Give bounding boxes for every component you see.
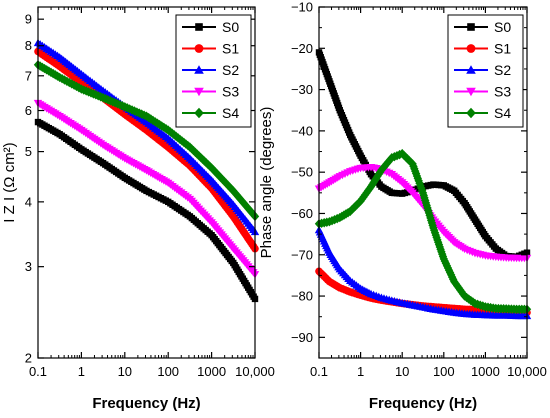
y-tick-label: −60 [291,206,313,221]
y-tick-label: 5 [25,144,32,159]
x-tick-label: 10,000 [507,364,547,379]
y-tick-label: −30 [291,82,313,97]
legend-marker [194,87,204,97]
y-tick-label: −90 [291,330,313,345]
x-tick-label: 10 [118,364,132,379]
y-tick-label: 2 [25,351,32,366]
plot-frame [318,6,528,359]
series-line-S4 [318,152,527,311]
legend-item-S0: S0 [454,19,511,35]
legend-marker [194,107,204,119]
legend-marker [466,87,476,97]
x-tick-label: 1 [78,364,85,379]
x-tick-label: 10,000 [235,364,275,379]
legend-marker [466,65,476,74]
series-S2 [314,225,532,320]
x-axis-label: Frequency (Hz) [92,395,200,412]
legend-item-S4: S4 [182,105,239,121]
y-axis-label: Phase angle (degrees) [258,107,275,259]
y-tick-label: −20 [291,41,313,56]
y-axis-label: I Z I (Ω cm²) [1,142,18,222]
x-tick-label: 100 [433,364,455,379]
y-tick-label: 3 [25,259,32,274]
legend-label: S4 [222,105,239,121]
series-S2 [33,38,260,236]
x-tick-label: 0.1 [310,364,328,379]
y-tick-label: −50 [291,165,313,180]
x-axis-label: Frequency (Hz) [369,395,477,412]
legend-item-S0: S0 [182,19,239,35]
legend-item-S3: S3 [454,84,511,100]
x-tick-label: 1 [357,364,364,379]
y-tick-label: 6 [25,103,32,118]
y-tick-label: −80 [291,289,313,304]
x-tick-label: 100 [157,364,179,379]
legend: S0 S1 S2 S3 S4 [175,14,252,128]
legend-item-S4: S4 [454,105,511,121]
x-tick-label: 1000 [197,364,226,379]
series-S3 [33,99,260,279]
x-tick-label: 0.1 [29,364,47,379]
legend-item-S3: S3 [182,84,239,100]
legend-marker [466,44,476,53]
legend: S0 S1 S2 S3 S4 [447,14,524,128]
chart-panel-2: 0.1 1 10 100 1000 10,000 −90 −80 −70 −60 −50 −40 −30… [258,0,547,412]
legend-label: S0 [494,19,511,35]
legend-item-S1: S1 [454,41,511,57]
y-tick-label: 8 [25,38,32,53]
legend-label: S0 [222,19,239,35]
y-tick-label: −10 [291,0,313,15]
y-tick-label: 7 [25,68,32,83]
series-line-S0 [37,121,256,300]
legend-item-S2: S2 [182,62,239,78]
y-tick-label: −40 [291,123,313,138]
legend-item-S2: S2 [454,62,511,78]
y-tick-label: −70 [291,247,313,262]
legend-marker [194,65,204,74]
legend-label: S2 [494,62,511,78]
legend-label: S3 [494,84,511,100]
legend-marker [195,23,203,31]
legend-label: S3 [222,84,239,100]
plot-frame [37,6,256,359]
y-tick-label: 4 [25,194,32,209]
legend-label: S2 [222,62,239,78]
y-tick-label: 9 [25,12,32,27]
series-S4 [33,60,260,222]
legend-label: S1 [222,41,239,57]
legend-item-S1: S1 [182,41,239,57]
legend-label: S4 [494,105,511,121]
x-tick-label: 1000 [471,364,500,379]
legend-marker [466,107,476,119]
series-S4 [314,148,532,314]
x-tick-label: 10 [395,364,409,379]
legend-marker [467,23,475,31]
legend-marker [194,44,204,53]
chart-panel-1: 0.1 1 10 100 1000 10,000 2 3 4 5 6 7 8 9 Frequency (Hz… [1,6,275,412]
legend-label: S1 [494,41,511,57]
